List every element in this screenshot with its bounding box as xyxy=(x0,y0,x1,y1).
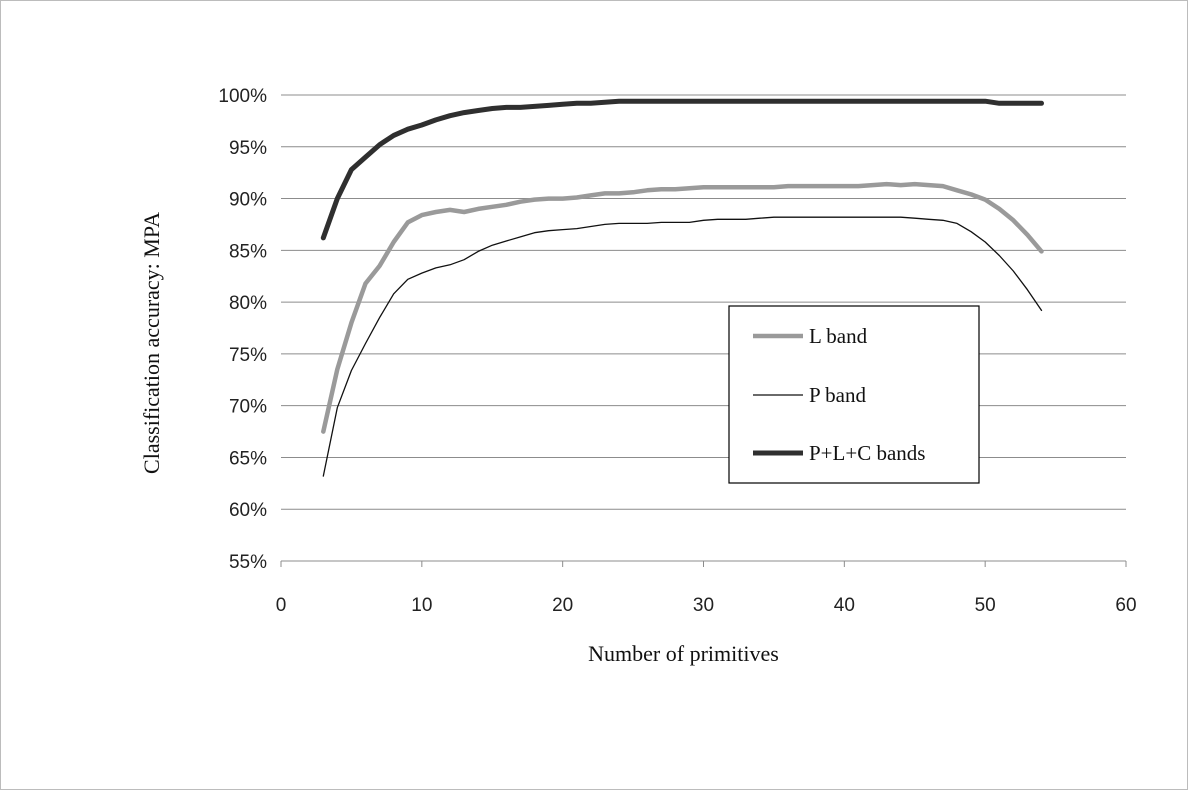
series-line-p-band xyxy=(322,216,1043,477)
y-tick-label: 60% xyxy=(229,500,267,521)
x-tick-label: 20 xyxy=(552,595,573,616)
y-tick-label: 80% xyxy=(229,293,267,314)
x-tick-label: 50 xyxy=(975,595,996,616)
y-tick-labels: 55% 60% 65% 70% 75% 80% 85% 90% 95% 100% xyxy=(218,86,267,573)
y-tick-label: 55% xyxy=(229,552,267,573)
grid-lines xyxy=(280,94,1127,567)
series-line-l-band xyxy=(321,181,1044,434)
series-line-p-l-c-bands xyxy=(320,98,1044,241)
x-axis-title: Number of primitives xyxy=(588,641,779,666)
y-tick-label: 95% xyxy=(229,138,267,159)
y-tick-label: 100% xyxy=(218,86,267,107)
y-tick-label: 65% xyxy=(229,448,267,469)
legend-label: P+L+C bands xyxy=(809,441,925,465)
legend-label: L band xyxy=(809,324,868,348)
legend: L band P band P+L+C bands xyxy=(728,305,980,484)
y-tick-label: 75% xyxy=(229,345,267,366)
legend-label: P band xyxy=(809,383,866,407)
y-tick-label: 85% xyxy=(229,241,267,262)
y-axis-title: Classification accuracy: MPA xyxy=(139,212,164,474)
y-tick-label: 70% xyxy=(229,397,267,418)
y-tick-label: 90% xyxy=(229,190,267,211)
x-tick-label: 30 xyxy=(693,595,714,616)
x-tick-label: 60 xyxy=(1115,595,1136,616)
x-tick-label: 10 xyxy=(411,595,432,616)
x-tick-labels: 0 10 20 30 40 50 60 xyxy=(276,595,1137,616)
series-lines xyxy=(320,98,1044,477)
x-tick-label: 0 xyxy=(276,595,287,616)
x-tick-label: 40 xyxy=(834,595,855,616)
